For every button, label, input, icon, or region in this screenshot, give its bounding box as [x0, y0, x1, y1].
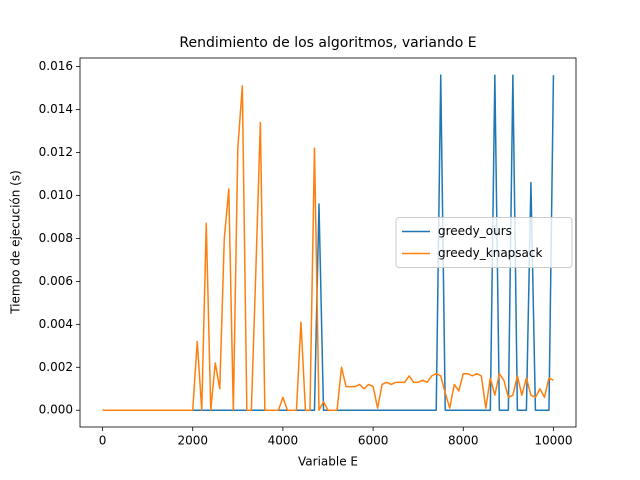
x-tick-label: 2000 [177, 434, 208, 448]
y-tick-label: 0.002 [39, 360, 73, 374]
plot-frame [79, 57, 577, 428]
chart-title: Rendimiento de los algoritmos, variando … [179, 35, 476, 51]
series-line [102, 85, 554, 411]
y-tick-label: 0.012 [39, 145, 73, 159]
legend-box [395, 217, 573, 268]
y-axis-label: Tiempo de ejecución (s) [9, 170, 23, 315]
y-tick-label: 0.000 [39, 403, 73, 417]
y-tick-label: 0.004 [39, 317, 73, 331]
x-tick-label: 8000 [448, 434, 479, 448]
legend-label: greedy_ours [438, 224, 512, 238]
x-tick-label: 4000 [268, 434, 299, 448]
y-tick-label: 0.014 [39, 102, 73, 116]
x-axis-label: Variable E [298, 455, 358, 469]
y-tick-label: 0.006 [39, 274, 73, 288]
x-tick-label: 10000 [534, 434, 572, 448]
y-tick-label: 0.016 [39, 59, 73, 73]
y-tick-label: 0.010 [39, 188, 73, 202]
y-tick-label: 0.008 [39, 231, 73, 245]
legend-label: greedy_knapsack [438, 246, 543, 260]
x-tick-label: 6000 [358, 434, 389, 448]
x-tick-label: 0 [99, 434, 107, 448]
